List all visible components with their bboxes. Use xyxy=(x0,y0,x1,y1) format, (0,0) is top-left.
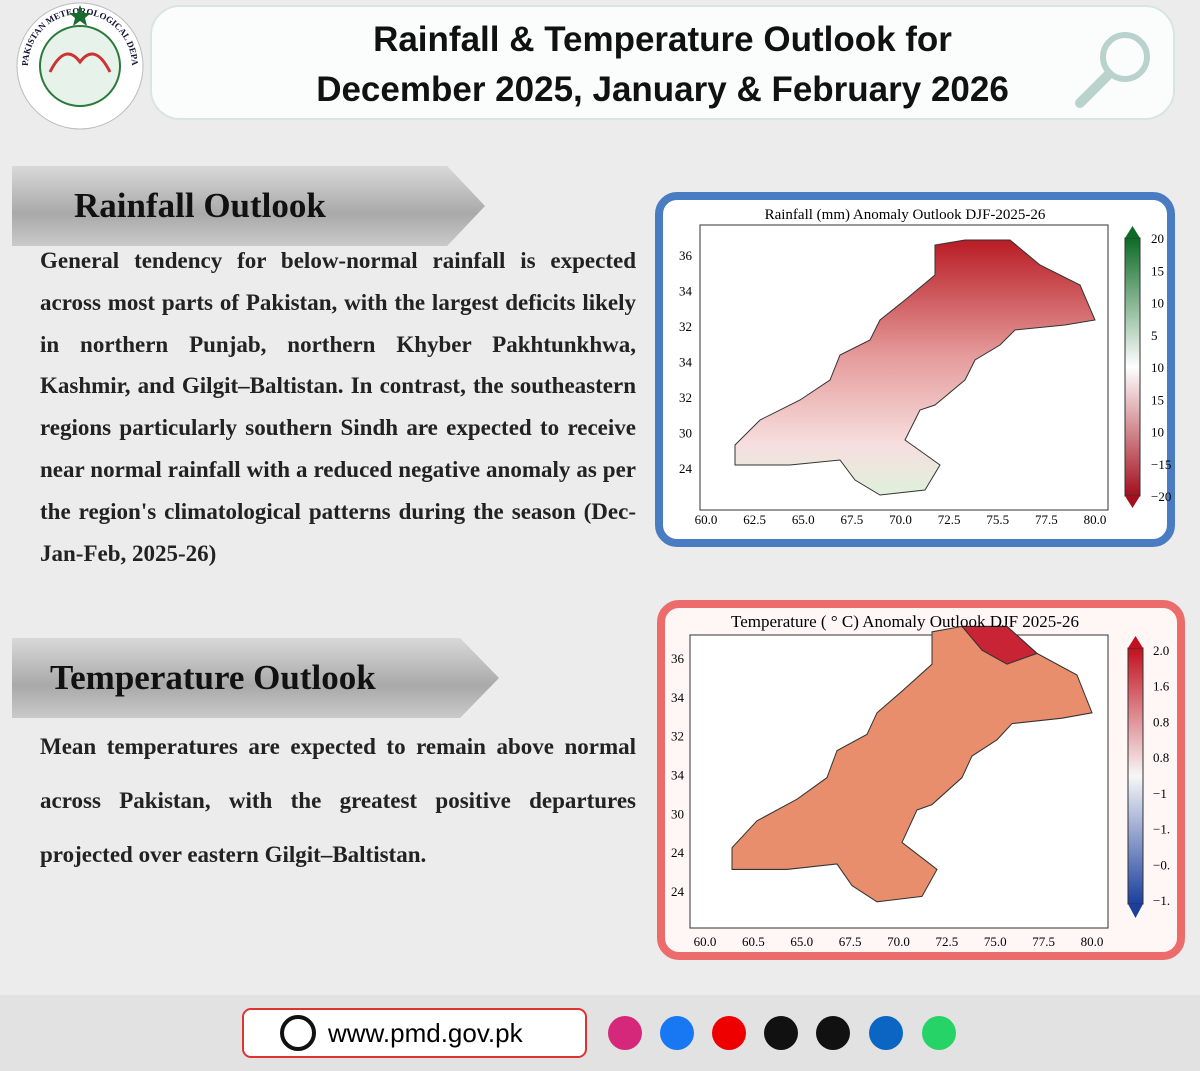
x-tick-label: 60.0 xyxy=(694,934,717,949)
website-url[interactable]: www.pmd.gov.pk xyxy=(327,1018,524,1048)
map-title: Temperature ( ° C) Anomaly Outlook DJF 2… xyxy=(731,612,1079,631)
colorbar-label: 15 xyxy=(1151,263,1164,278)
colorbar-label: 0.8 xyxy=(1153,714,1169,729)
youtube-icon[interactable] xyxy=(712,1016,746,1050)
y-tick-label: 24 xyxy=(671,845,685,860)
colorbar xyxy=(1127,647,1144,905)
colorbar-label: −15 xyxy=(1151,457,1171,472)
y-tick-label: 30 xyxy=(679,426,692,441)
y-tick-label: 24 xyxy=(671,884,685,899)
colorbar-label: 5 xyxy=(1151,328,1158,343)
colorbar-label: 10 xyxy=(1151,296,1164,311)
tiktok-icon[interactable] xyxy=(764,1016,798,1050)
y-tick-label: 30 xyxy=(671,806,684,821)
colorbar-label: 20 xyxy=(1151,231,1164,246)
y-tick-label: 34 xyxy=(671,768,685,783)
footer: www.pmd.gov.pk xyxy=(0,995,1200,1071)
section-heading: Rainfall Outlook xyxy=(12,166,485,246)
colorbar-label: −20 xyxy=(1151,489,1171,504)
x-tick-label: 62.5 xyxy=(743,512,766,527)
colorbar-label: −1 xyxy=(1153,786,1167,801)
y-tick-label: 34 xyxy=(671,690,685,705)
facebook-icon[interactable] xyxy=(660,1016,694,1050)
x-tick-label: 67.5 xyxy=(841,512,864,527)
instagram-icon[interactable] xyxy=(608,1016,642,1050)
section-body: General tendency for below-normal rainfa… xyxy=(40,248,636,566)
x-icon[interactable] xyxy=(816,1016,850,1050)
whatsapp-icon[interactable] xyxy=(922,1016,956,1050)
map-title: Rainfall (mm) Anomaly Outlook DJF-2025-2… xyxy=(765,207,1046,223)
linkedin-icon[interactable] xyxy=(869,1016,903,1050)
title-box: Rainfall & Temperature Outlook for Decem… xyxy=(150,5,1175,120)
colorbar xyxy=(1124,237,1141,497)
title-line: Rainfall & Temperature Outlook for xyxy=(373,20,952,59)
x-tick-label: 72.5 xyxy=(936,934,959,949)
x-tick-label: 65.0 xyxy=(790,934,813,949)
x-tick-label: 80.0 xyxy=(1081,934,1104,949)
colorbar-label: 2.0 xyxy=(1153,643,1169,658)
x-tick-label: 77.5 xyxy=(1035,512,1058,527)
y-tick-label: 36 xyxy=(671,651,685,666)
section-body: Mean temperatures are expected to remain… xyxy=(40,734,636,867)
y-tick-label: 24 xyxy=(679,461,693,476)
y-tick-label: 32 xyxy=(671,729,684,744)
colorbar-label: 10 xyxy=(1151,360,1164,375)
colorbar-label: 1.6 xyxy=(1153,679,1170,694)
x-tick-label: 72.5 xyxy=(938,512,961,527)
x-tick-label: 75.5 xyxy=(986,512,1009,527)
x-tick-label: 67.5 xyxy=(839,934,862,949)
colorbar-label: −0. xyxy=(1153,857,1170,872)
x-tick-label: 80.0 xyxy=(1084,512,1107,527)
colorbar-label: −1. xyxy=(1153,893,1170,908)
search-icon xyxy=(1075,32,1150,108)
colorbar-label: 10 xyxy=(1151,425,1164,440)
x-tick-label: 77.5 xyxy=(1032,934,1055,949)
colorbar-label: −1. xyxy=(1153,822,1170,837)
x-tick-label: 60.0 xyxy=(695,512,718,527)
y-tick-label: 34 xyxy=(679,284,693,299)
colorbar-label: 0.8 xyxy=(1153,750,1169,765)
x-tick-label: 60.5 xyxy=(742,934,765,949)
x-tick-label: 70.0 xyxy=(887,934,910,949)
title-line: December 2025, January & February 2026 xyxy=(316,70,1009,109)
x-tick-label: 75.0 xyxy=(984,934,1007,949)
logo: PAKISTAN METEOROLOGICAL DEPARTMENT xyxy=(10,2,144,130)
y-tick-label: 32 xyxy=(679,390,692,405)
y-tick-label: 34 xyxy=(679,355,693,370)
y-tick-label: 32 xyxy=(679,319,692,334)
x-tick-label: 70.0 xyxy=(889,512,912,527)
colorbar-label: 15 xyxy=(1151,392,1164,407)
section-heading: Temperature Outlook xyxy=(12,638,499,718)
x-tick-label: 65.0 xyxy=(792,512,815,527)
y-tick-label: 36 xyxy=(679,248,693,263)
